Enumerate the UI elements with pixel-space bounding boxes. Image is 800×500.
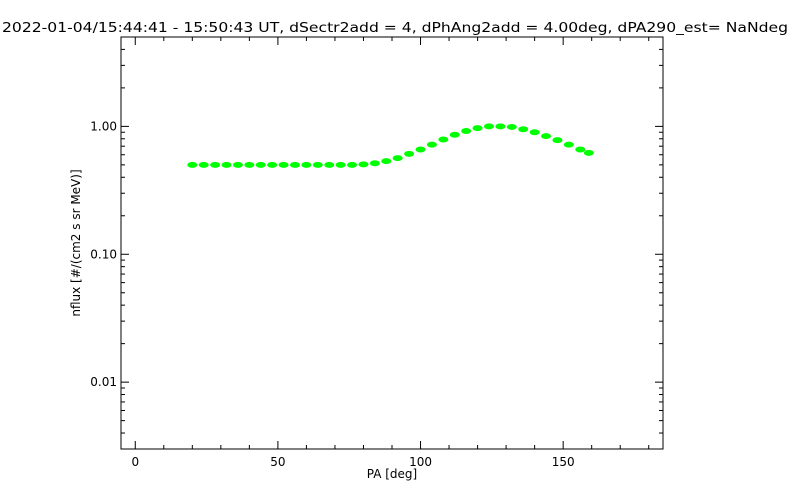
data-point	[583, 149, 594, 156]
x-tick-label: 0	[131, 455, 139, 469]
data-point	[415, 146, 426, 153]
data-point	[369, 160, 380, 167]
data-point	[301, 161, 312, 168]
data-point	[483, 123, 494, 130]
x-axis-label: PA [deg]	[367, 467, 417, 481]
data-point	[210, 161, 221, 168]
data-point	[358, 161, 369, 168]
data-point	[335, 161, 346, 168]
data-point	[552, 137, 563, 144]
data-point	[438, 136, 449, 143]
data-point	[312, 161, 323, 168]
data-point	[426, 141, 437, 148]
y-tick-label: 0.01	[90, 375, 117, 389]
data-point	[449, 131, 460, 138]
data-point	[495, 123, 506, 130]
data-point	[472, 125, 483, 132]
data-point	[563, 141, 574, 148]
data-point	[575, 146, 586, 153]
data-point	[198, 161, 209, 168]
data-point	[255, 161, 266, 168]
x-tick-label: 50	[270, 455, 285, 469]
data-point	[404, 150, 415, 157]
y-tick-label: 1.00	[90, 119, 117, 133]
y-tick-label: 0.10	[90, 247, 117, 261]
x-tick-label: 100	[409, 455, 432, 469]
data-point	[232, 161, 243, 168]
data-point	[324, 161, 335, 168]
data-point	[267, 161, 278, 168]
data-point	[461, 128, 472, 135]
data-point	[244, 161, 255, 168]
y-axis-label: nflux [#/(cm2 s sr MeV)]	[69, 169, 83, 316]
data-points	[187, 123, 594, 168]
data-point	[506, 123, 517, 130]
chart-title: 2022-01-04/15:44:41 - 15:50:43 UT, dSect…	[2, 20, 788, 36]
plot-frame	[120, 36, 664, 450]
data-point	[347, 161, 358, 168]
data-point	[221, 161, 232, 168]
data-point	[290, 161, 301, 168]
data-point	[541, 133, 552, 140]
data-point	[392, 155, 403, 162]
x-tick-label: 150	[552, 455, 575, 469]
data-point	[381, 158, 392, 165]
data-point	[187, 161, 198, 168]
data-point	[278, 161, 289, 168]
axis-ticks: 0 50 100 150 0.01 0.10 1.00	[90, 36, 663, 469]
data-point	[529, 129, 540, 136]
data-point	[518, 126, 529, 133]
